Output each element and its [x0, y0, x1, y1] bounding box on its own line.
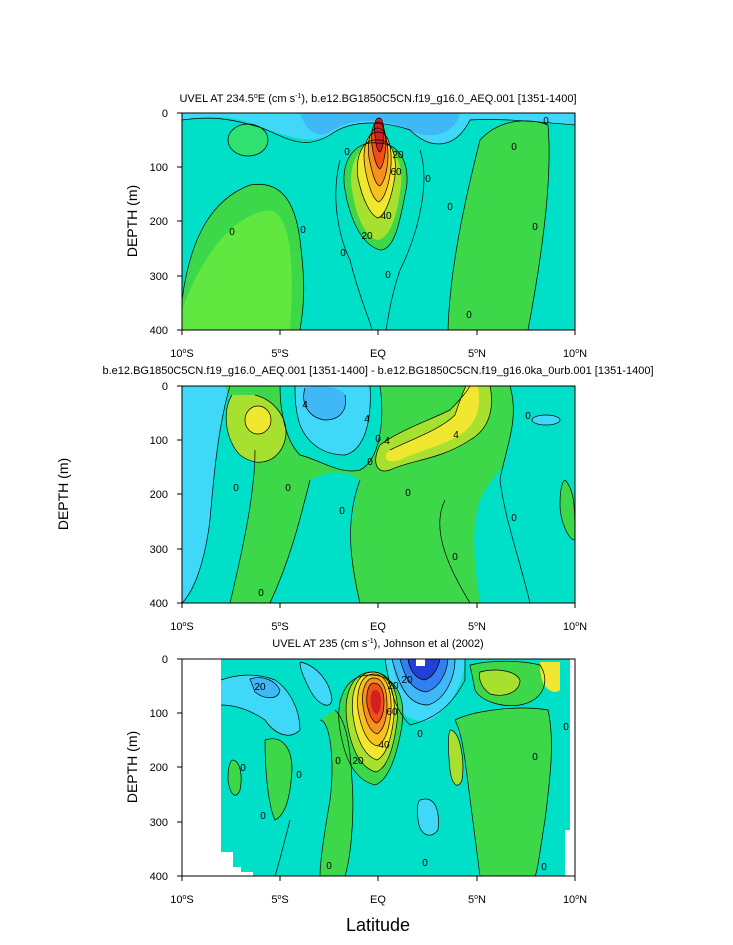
panel-1-clabel-6: 0: [447, 202, 453, 213]
p3-ytick-2: 200: [150, 762, 168, 774]
panel-3-ylabel: DEPTH (m): [124, 731, 140, 803]
p3-ytick-0: 0: [162, 654, 168, 666]
panel-2-clabel-2: 0: [375, 434, 381, 445]
panel-1-xticks: 10oS 5oS EQ 5oN 10oN: [170, 348, 587, 360]
panel-1-clabel-14: 0: [511, 142, 517, 153]
panel-3-clabel-3: 0: [296, 770, 302, 781]
panel-3-clabel-5: 0: [326, 861, 332, 872]
p1-ytick-4: 400: [150, 325, 168, 337]
p3-xtick-0: 10oS: [170, 894, 194, 906]
panel-2-clabel-9: 0: [405, 488, 411, 499]
p1-ytick-2: 200: [150, 216, 168, 228]
panel-2-clabel-3: 4: [384, 436, 390, 447]
p3-ytick-1: 100: [150, 708, 168, 720]
panel-1-ylabel: DEPTH (m): [124, 185, 140, 257]
p3-xtick-3: 5oN: [468, 894, 486, 906]
panel-3-clabel-11: 0: [417, 729, 423, 740]
panel-3-clabel-0: 20: [254, 682, 266, 693]
panel-3-xticks: 10oS 5oS EQ 5oN 10oN: [170, 894, 587, 906]
panel-2-clabel-7: 0: [367, 457, 373, 468]
panel-3-clabel-10: 20: [401, 675, 413, 686]
p2-ytick-2: 200: [150, 489, 168, 501]
panel-1-field: 0 0 0 0 0 0 0 20 20 40 60 0 0 0 0: [182, 113, 575, 330]
x-axis-label: Latitude: [346, 915, 410, 935]
panel-2-title: b.e12.BG1850C5CN.f19_g16.0_AEQ.001 [1351…: [102, 365, 653, 377]
panel-3-clabel-6: 20: [352, 756, 364, 767]
panel-3-clabel-13: 0: [532, 752, 538, 763]
p3-ytick-3: 300: [150, 817, 168, 829]
panel-2-clabel-8: 0: [339, 506, 345, 517]
panel-3-clabel-14: 0: [541, 862, 547, 873]
p3-xtick-4: 10oN: [563, 894, 587, 906]
p1-xtick-3: 5oN: [468, 348, 486, 360]
panel-2-clabel-1: 4: [364, 414, 370, 425]
p2-xtick-4: 10oN: [563, 621, 587, 633]
p1-xtick-2: EQ: [370, 348, 386, 360]
panel-3-clabel-9: 20: [387, 681, 399, 692]
panel-1-clabel-4: 0: [425, 174, 431, 185]
panel-1-title: UVEL AT 234.5oE (cm s-1), b.e12.BG1850C5…: [179, 93, 576, 105]
panel-2-ylabel: DEPTH (m): [55, 458, 71, 530]
panel-2-clabel-0: 4: [302, 400, 308, 411]
panel-1-clabel-5: 0: [385, 270, 391, 281]
panel-1-yticks: 0 100 200 300 400: [150, 108, 168, 337]
panel-1-clabel-8: 20: [361, 231, 373, 242]
p1-ytick-0: 0: [162, 108, 168, 120]
panel-2-yticks: 0 100 200 300 400: [150, 381, 168, 610]
panel-2-clabel-11: 0: [511, 513, 517, 524]
panel-2-axes: [177, 385, 576, 608]
panel-3-clabel-7: 40: [378, 740, 390, 751]
panel-2-clabel-12: 0: [525, 411, 531, 422]
panel-1-clabel-12: 0: [532, 222, 538, 233]
panel-1-clabel-13: 0: [543, 116, 549, 127]
panel-2-clabel-5: 0: [233, 483, 239, 494]
p2-ytick-4: 400: [150, 598, 168, 610]
panel-3-field: 20 0 0 0 0 0 20 40 60 20 20 0 0 0 0 0: [220, 659, 570, 876]
p2-ytick-1: 100: [150, 435, 168, 447]
p2-xtick-0: 10oS: [170, 621, 194, 633]
p3-xtick-2: EQ: [370, 894, 386, 906]
panel-1-clabel-2: 0: [340, 248, 346, 259]
p3-xtick-1: 5oS: [271, 894, 288, 906]
panel-2-clabel-4: 4: [453, 430, 459, 441]
panel-3-yticks: 0 100 200 300 400: [150, 654, 168, 883]
panel-1-axes: [177, 112, 576, 335]
panel-3-clabel-8: 60: [386, 707, 398, 718]
p1-xtick-0: 10oS: [170, 348, 194, 360]
panel-1-clabel-11: 0: [466, 310, 472, 321]
panel-1: UVEL AT 234.5oE (cm s-1), b.e12.BG1850C5…: [124, 93, 587, 360]
panel-3-clabel-12: 0: [422, 858, 428, 869]
panel-1-clabel-3: 0: [344, 147, 350, 158]
panel-2-field: 4 4 0 4 4 0 0 0 0 0 0 0 0 0: [182, 386, 575, 603]
panel-2: b.e12.BG1850C5CN.f19_g16.0_AEQ.001 [1351…: [55, 365, 654, 633]
panel-3-title: UVEL AT 235 (cm s-1), Johnson et al (200…: [272, 638, 483, 650]
panel-3-clabel-2: 0: [260, 811, 266, 822]
p2-xtick-3: 5oN: [468, 621, 486, 633]
panel-1-clabel-7: 20: [392, 150, 404, 161]
panel-2-xticks: 10oS 5oS EQ 5oN 10oN: [170, 621, 587, 633]
p1-xtick-4: 10oN: [563, 348, 587, 360]
panel-1-clabel-0: 0: [229, 227, 235, 238]
p2-xtick-2: EQ: [370, 621, 386, 633]
p3-ytick-4: 400: [150, 871, 168, 883]
panel-3-axes: [177, 658, 576, 881]
panel-3-clabel-4: 0: [335, 756, 341, 767]
panel-3-clabel-15: 0: [563, 722, 569, 733]
p2-ytick-3: 300: [150, 544, 168, 556]
p1-xtick-1: 5oS: [271, 348, 288, 360]
panel-2-clabel-10: 0: [452, 552, 458, 563]
panel-2-clabel-13: 0: [258, 588, 264, 599]
p2-ytick-0: 0: [162, 381, 168, 393]
panel-1-clabel-9: 40: [380, 211, 392, 222]
panel-1-clabel-10: 60: [390, 167, 402, 178]
panel-2-clabel-6: 0: [285, 483, 291, 494]
p1-ytick-1: 100: [150, 162, 168, 174]
panel-1-clabel-1: 0: [300, 225, 306, 236]
panel-3-clabel-1: 0: [240, 763, 246, 774]
p1-ytick-3: 300: [150, 271, 168, 283]
p2-xtick-1: 5oS: [271, 621, 288, 633]
panel-3: UVEL AT 235 (cm s-1), Johnson et al (200…: [124, 638, 587, 906]
